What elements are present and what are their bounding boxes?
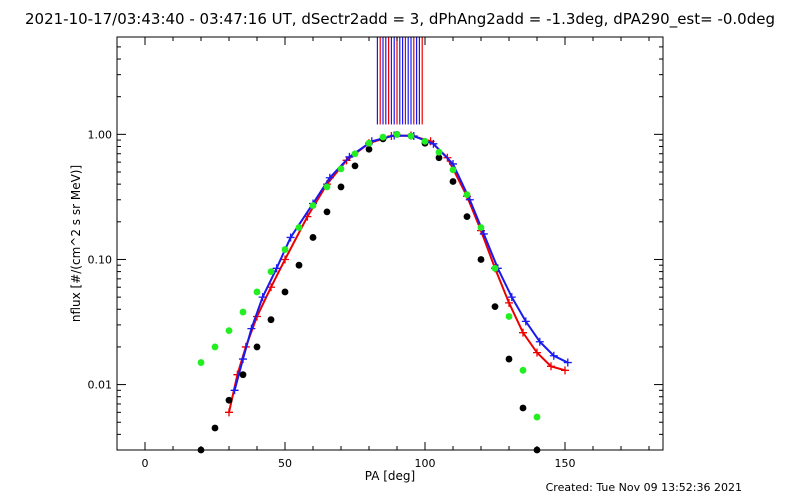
green-data-point xyxy=(463,191,471,198)
vertical-line-series xyxy=(376,37,423,125)
green-data-point xyxy=(519,366,527,374)
blue-data-point xyxy=(507,293,516,302)
green-data-point xyxy=(281,246,289,253)
green-data-point xyxy=(239,308,247,316)
blue-data-point xyxy=(563,358,572,367)
black-data-point xyxy=(281,288,289,296)
green-data-point xyxy=(211,343,219,351)
y-tick-label: 0.10 xyxy=(88,253,113,266)
red-data-point xyxy=(547,362,555,371)
blue-data-point xyxy=(429,139,438,148)
y-tick-label: 0.01 xyxy=(88,379,113,392)
green-data-point xyxy=(337,165,345,173)
red-data-point xyxy=(225,408,233,417)
green-data-point xyxy=(309,202,317,209)
blue-data-point xyxy=(521,317,530,326)
green-data-point xyxy=(197,359,205,366)
green-data-point xyxy=(323,183,331,191)
created-timestamp: Created: Tue Nov 09 13:52:36 2021 xyxy=(545,481,742,494)
red-crosses-series xyxy=(225,131,569,417)
green-data-point xyxy=(449,166,457,174)
x-tick-label: 100 xyxy=(415,457,436,470)
green-data-point xyxy=(435,148,443,156)
y-axis: 0.01 0.10 1.00 xyxy=(88,36,663,451)
black-data-point xyxy=(267,316,275,324)
black-data-point xyxy=(449,178,457,185)
red-data-point xyxy=(533,348,541,357)
green-dots-series xyxy=(197,130,541,421)
blue-series-line xyxy=(233,134,569,391)
blue-data-point xyxy=(325,173,334,182)
black-data-point xyxy=(463,213,471,221)
red-data-point xyxy=(505,298,513,307)
green-data-point xyxy=(393,130,401,138)
black-data-point xyxy=(225,396,233,404)
black-data-point xyxy=(295,261,303,269)
black-data-point xyxy=(239,371,247,379)
x-tick-label: 150 xyxy=(555,457,576,470)
black-data-point xyxy=(309,234,317,241)
blue-data-point xyxy=(247,324,256,333)
black-data-point xyxy=(491,303,499,311)
black-data-point xyxy=(253,343,261,351)
red-data-point xyxy=(281,255,289,264)
blue-data-point xyxy=(345,152,354,161)
x-tick-label: 0 xyxy=(142,457,149,470)
y-axis-label: nflux [#/(cm^2 s sr MeV)] xyxy=(69,165,83,322)
x-axis-label: PA [deg] xyxy=(365,469,415,483)
black-data-point xyxy=(211,424,219,432)
blue-data-point xyxy=(286,233,295,242)
y-tick-label: 1.00 xyxy=(88,128,113,141)
green-data-point xyxy=(421,137,429,145)
blue-data-point xyxy=(258,293,267,302)
x-tick-label: 50 xyxy=(278,457,292,470)
blue-crosses-series xyxy=(230,131,572,395)
blue-data-point xyxy=(479,229,488,238)
red-series-line xyxy=(228,134,566,413)
x-axis: 0 50 100 150 xyxy=(142,37,650,470)
black-data-point xyxy=(519,404,527,412)
green-data-point xyxy=(295,224,303,231)
blue-data-point xyxy=(230,386,239,395)
green-data-point xyxy=(533,413,541,421)
black-data-point xyxy=(337,183,345,191)
blue-data-point xyxy=(535,337,544,346)
green-data-point xyxy=(505,313,513,320)
green-data-point xyxy=(351,150,359,158)
black-dots-series xyxy=(197,130,541,454)
green-data-point xyxy=(491,264,499,272)
blue-data-point xyxy=(239,355,247,364)
blue-data-point xyxy=(465,195,474,204)
blue-data-point xyxy=(549,351,558,360)
green-data-point xyxy=(407,132,415,140)
green-data-point xyxy=(267,268,275,275)
red-data-point xyxy=(561,366,569,375)
black-data-point xyxy=(351,162,359,170)
black-data-point xyxy=(435,154,443,162)
black-data-point xyxy=(365,145,373,153)
black-data-point xyxy=(477,256,485,263)
green-data-point xyxy=(225,327,233,335)
black-data-point xyxy=(505,355,513,363)
green-data-point xyxy=(253,288,261,296)
blue-data-point xyxy=(272,264,281,273)
green-data-point xyxy=(477,224,485,231)
red-data-point xyxy=(519,328,527,337)
green-data-point xyxy=(379,133,387,141)
green-data-point xyxy=(365,139,373,147)
chart-title: 2021-10-17/03:43:40 - 03:47:16 UT, dSect… xyxy=(24,10,775,28)
plot-frame xyxy=(116,36,664,451)
black-data-point xyxy=(323,208,331,216)
